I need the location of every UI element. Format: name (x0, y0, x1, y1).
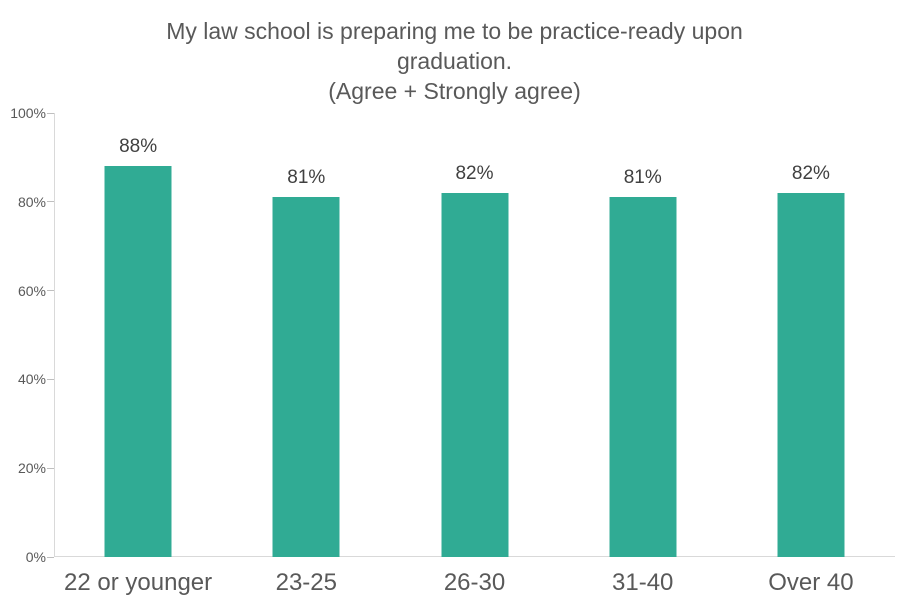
bar (272, 197, 340, 557)
chart-title-line-2: graduation. (396, 48, 513, 74)
chart-title: My law school is preparing me to be prac… (0, 16, 909, 106)
y-axis-tick-mark (47, 201, 54, 203)
y-axis-tick-label: 20% (17, 460, 46, 477)
y-axis-tick-label: 0% (25, 549, 46, 565)
bar-value-label: 82% (791, 162, 830, 184)
plot-area: 0% 20% 40% 60% 80% 100% 88% 22 or younger 81% 23… (10, 105, 895, 596)
bar (441, 192, 508, 557)
bar-value-label: 81% (623, 167, 662, 189)
y-axis-tick-label: 60% (17, 282, 46, 299)
bar-value-label: 81% (287, 167, 326, 189)
bar-slot: 81% 23-25 (222, 113, 390, 596)
y-axis-tick-mark (47, 112, 54, 114)
y-axis-line (54, 113, 55, 557)
bar-slot: 81% 31-40 (559, 113, 727, 596)
y-axis-tick-mark (47, 290, 54, 292)
chart-title-line-1: My law school is preparing me to be prac… (166, 18, 743, 44)
y-axis-tick-mark (47, 378, 54, 380)
bar-slot: 82% Over 40 (727, 113, 895, 596)
x-axis-category-label: 23-25 (275, 569, 337, 596)
bar-slot: 88% 22 or younger (54, 113, 222, 596)
y-axis-tick-label: 100% (10, 105, 46, 121)
y-axis-tick-mark (47, 467, 54, 469)
bars-container: 88% 22 or younger 81% 23-25 82% 26-30 81% 31-40… (54, 113, 895, 596)
bar (104, 166, 172, 557)
x-axis-category-label: 26-30 (443, 569, 506, 596)
y-axis-tick-mark (47, 556, 54, 558)
y-axis-tick-label: 40% (17, 371, 46, 388)
bar-slot: 82% 26-30 (390, 113, 558, 596)
x-axis-category-label: 22 or younger (64, 569, 213, 596)
x-axis-category-label: 31-40 (612, 569, 674, 596)
x-axis-category-label: Over 40 (768, 569, 854, 596)
y-axis-tick-label: 80% (17, 193, 46, 210)
bar (609, 197, 677, 557)
bar-value-label: 88% (119, 136, 158, 158)
bar-value-label: 82% (455, 162, 494, 184)
chart-subtitle: (Agree + Strongly agree) (328, 78, 581, 104)
bar (777, 192, 845, 557)
